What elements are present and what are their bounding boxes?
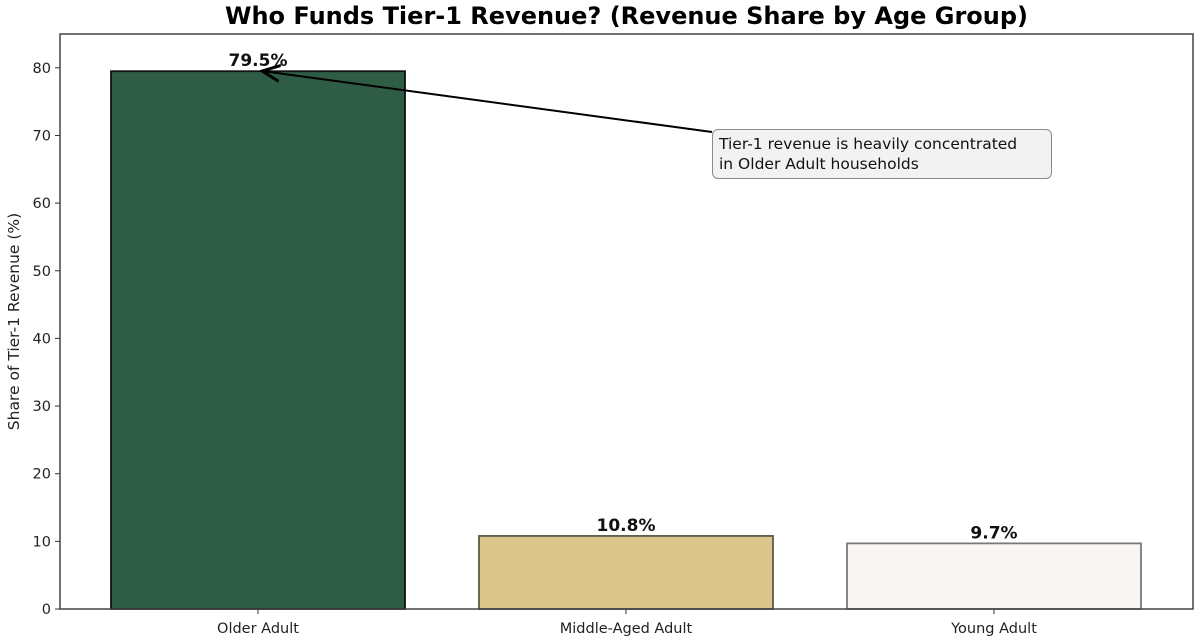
bar-middle-aged-adult: [478, 535, 774, 610]
bar-older-adult: [110, 70, 406, 610]
y-tick-label: 80: [33, 61, 51, 77]
annotation-line-1: Tier-1 revenue is heavily concentrated: [719, 135, 1018, 153]
y-tick-label: 40: [33, 331, 51, 347]
x-tick-label: Young Adult: [950, 621, 1037, 637]
x-tick-label: Middle-Aged Adult: [560, 621, 693, 637]
y-axis-label: Share of Tier-1 Revenue (%): [5, 213, 23, 430]
y-tick-label: 0: [42, 602, 51, 618]
annotation-line-2: in Older Adult households: [719, 155, 919, 173]
x-tick-label: Older Adult: [217, 621, 299, 637]
bar-value-label: 9.7%: [970, 523, 1017, 543]
annotation-arrow: [262, 71, 713, 133]
y-tick-label: 10: [33, 534, 51, 550]
y-tick-label: 30: [33, 399, 51, 415]
bar-young-adult: [846, 542, 1142, 610]
axes-frame: [59, 33, 1194, 610]
y-tick-label: 70: [33, 128, 51, 144]
y-tick-label: 60: [33, 196, 51, 212]
chart-title: Who Funds Tier-1 Revenue? (Revenue Share…: [224, 2, 1029, 30]
bar-value-label: 10.8%: [597, 516, 656, 536]
bar-value-label: 79.5%: [229, 51, 288, 71]
y-tick-label: 20: [33, 467, 51, 483]
annotation-box: Tier-1 revenue is heavily concentrated i…: [712, 129, 1052, 179]
y-tick-label: 50: [33, 264, 51, 280]
